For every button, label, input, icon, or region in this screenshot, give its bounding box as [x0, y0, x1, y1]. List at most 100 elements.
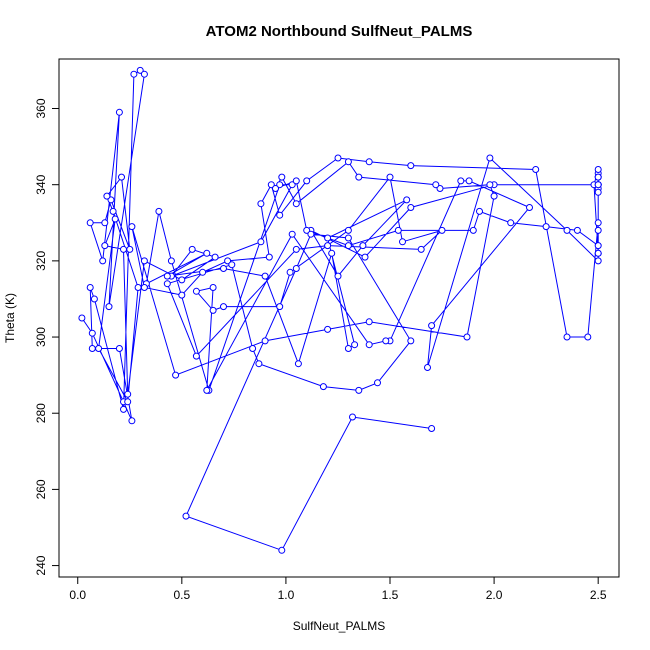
data-point [224, 257, 232, 265]
data-point [594, 188, 602, 196]
data-point [90, 295, 98, 303]
data-point [126, 245, 134, 253]
data-point [594, 166, 602, 173]
data-point [124, 398, 132, 406]
x-tick-label: 2.0 [486, 588, 503, 602]
x-tick-label: 0.0 [69, 588, 86, 602]
data-point [292, 200, 300, 208]
data-point [344, 242, 352, 250]
data-point [386, 173, 394, 181]
data-point [178, 276, 186, 284]
data-point [257, 200, 265, 208]
data-point [526, 204, 533, 211]
data-point [288, 230, 296, 238]
x-tick-label: 2.5 [590, 588, 607, 602]
data-point [203, 249, 211, 257]
data-point [490, 192, 498, 200]
data-point [140, 284, 148, 291]
y-tick-label: 320 [34, 251, 48, 271]
data-point [476, 207, 483, 215]
chart-title: ATOM2 Northbound SulfNeut_PALMS [206, 23, 473, 40]
data-point [124, 390, 132, 398]
data-point [319, 383, 327, 391]
data-point [182, 512, 190, 520]
data-point [436, 185, 444, 192]
data-point [86, 219, 94, 227]
y-tick-label: 240 [34, 555, 48, 575]
data-point [303, 226, 311, 234]
data-point [220, 303, 227, 311]
data-point [272, 185, 279, 192]
data-point [382, 337, 390, 345]
data-point [278, 546, 286, 554]
data-point [463, 333, 471, 341]
data-point [465, 177, 473, 185]
data-point [355, 386, 363, 394]
data-point [265, 253, 273, 261]
data-point [542, 223, 550, 231]
series-layer [78, 66, 602, 554]
data-point [359, 242, 367, 250]
data-point [115, 345, 123, 352]
data-point [361, 253, 369, 261]
y-tick-label: 260 [34, 479, 48, 499]
data-point [99, 257, 107, 265]
data-point [407, 162, 415, 170]
data-point [188, 245, 196, 253]
data-point [105, 303, 113, 311]
data-point [486, 181, 494, 189]
data-point [155, 207, 163, 215]
data-point [424, 364, 431, 371]
plot-frame [58, 58, 620, 578]
data-point [594, 226, 602, 234]
data-point [563, 226, 571, 234]
data-point [432, 181, 440, 189]
data-point [249, 345, 257, 352]
data-point [351, 341, 359, 349]
data-point [255, 360, 263, 368]
data-point [276, 303, 284, 311]
data-point [276, 211, 284, 219]
data-point [365, 318, 373, 326]
data-point [324, 242, 332, 250]
data-point [594, 173, 602, 181]
data-point [292, 265, 300, 272]
data-point [438, 226, 446, 234]
data-point [286, 268, 294, 276]
data-point [278, 173, 286, 181]
data-point [594, 257, 602, 265]
x-axis-label: SulfNeut_PALMS [293, 619, 386, 633]
data-point [220, 265, 227, 272]
data-point [261, 272, 269, 280]
data-point [95, 345, 103, 352]
data-point [584, 333, 592, 341]
x-tick-label: 0.5 [173, 588, 190, 602]
data-point [128, 417, 136, 425]
data-point [120, 245, 127, 253]
data-point [374, 379, 381, 387]
data-point [407, 337, 415, 345]
data-point [292, 245, 300, 253]
data-point [140, 70, 148, 78]
data-point [507, 219, 515, 227]
data-point [88, 329, 96, 337]
data-point [163, 280, 171, 288]
data-point [192, 287, 200, 295]
data-point [344, 226, 352, 234]
y-tick-label: 340 [34, 174, 48, 194]
data-point [344, 158, 352, 166]
data-point [163, 272, 171, 280]
data-point [101, 242, 109, 250]
data-point [178, 291, 186, 299]
data-point [228, 261, 236, 269]
data-point [328, 249, 336, 257]
data-point [344, 345, 352, 352]
x-axis: 0.0 0.5 1.0 1.5 2.0 2.5 [69, 576, 607, 602]
data-point [334, 154, 342, 162]
data-point [199, 268, 207, 276]
data-point [128, 223, 136, 231]
data-point [594, 219, 602, 227]
data-point [428, 322, 436, 330]
data-point [209, 306, 217, 314]
